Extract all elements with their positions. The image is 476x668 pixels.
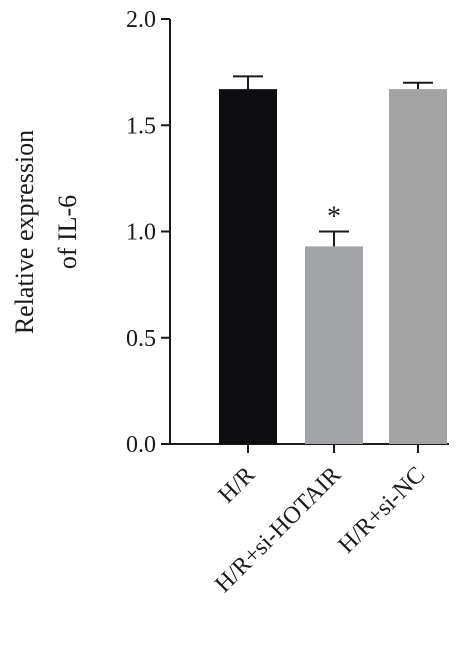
y-tick-label-2: 1.0 xyxy=(126,220,156,246)
y-tick-label-4: 2.0 xyxy=(126,7,156,33)
y-tick-label-1: 0.5 xyxy=(126,326,156,352)
bar-0 xyxy=(219,89,277,444)
x-tick-label-2: H/R+si-NC xyxy=(333,462,430,559)
bars: * xyxy=(219,75,447,444)
y-tick-label-3: 1.5 xyxy=(126,113,156,139)
y-axis-title-line-2: of IL-6 xyxy=(53,195,82,269)
bar-2 xyxy=(389,89,447,444)
y-axis-title: Relative expression of IL-6 xyxy=(10,130,82,334)
bar-1 xyxy=(305,246,363,444)
y-ticks: 0.0 0.5 1.0 1.5 2.0 xyxy=(126,7,170,458)
x-tick-label-0: H/R xyxy=(214,462,261,509)
y-tick-label-0: 0.0 xyxy=(126,432,156,458)
significance-marker-0: * xyxy=(327,202,341,233)
y-axis-title-line-1: Relative expression xyxy=(10,130,39,334)
